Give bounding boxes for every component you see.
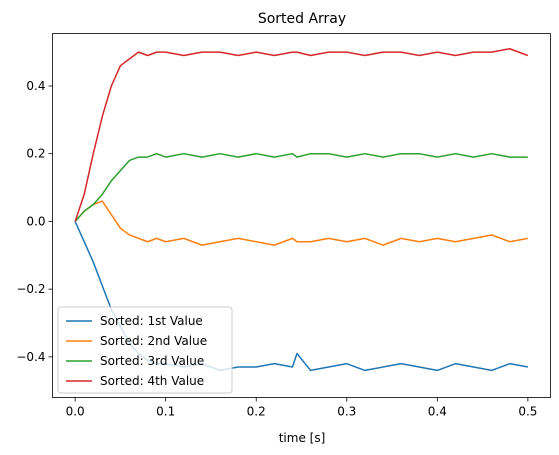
x-axis: 0.0 0.1 0.2 0.3 0.4 0.5 xyxy=(66,397,537,419)
series-line-2 xyxy=(74,200,528,246)
legend-label-4: Sorted: 4th Value xyxy=(100,374,204,388)
axes-frame xyxy=(52,33,551,398)
legend-label-3: Sorted: 3rd Value xyxy=(100,354,204,368)
y-tick-label: −0.4 xyxy=(16,350,45,364)
x-axis-label: time [s] xyxy=(279,431,326,445)
y-tick-label: −0.2 xyxy=(16,282,45,296)
x-tick-label: 0.2 xyxy=(247,405,266,419)
chart-title: Sorted Array xyxy=(258,11,346,27)
x-tick-label: 0.1 xyxy=(156,405,175,419)
y-tick-label: 0.0 xyxy=(26,214,45,228)
y-axis: −0.4 −0.2 0.0 0.2 0.4 xyxy=(16,79,53,364)
series-line-4 xyxy=(74,47,529,222)
y-tick-label: 0.4 xyxy=(26,79,45,93)
y-tick-label: 0.2 xyxy=(26,147,45,161)
legend-label-1: Sorted: 1st Value xyxy=(100,314,203,328)
legend-label-2: Sorted: 2nd Value xyxy=(100,334,207,348)
x-tick-label: 0.3 xyxy=(337,405,356,419)
series-line-3 xyxy=(74,152,528,222)
x-tick-label: 0.4 xyxy=(428,405,447,419)
x-tick-label: 0.0 xyxy=(66,405,85,419)
x-tick-label: 0.5 xyxy=(518,405,537,419)
legend-box xyxy=(57,306,233,394)
legend: Sorted: 1st Value Sorted: 2nd Value Sorted… xyxy=(57,306,233,394)
